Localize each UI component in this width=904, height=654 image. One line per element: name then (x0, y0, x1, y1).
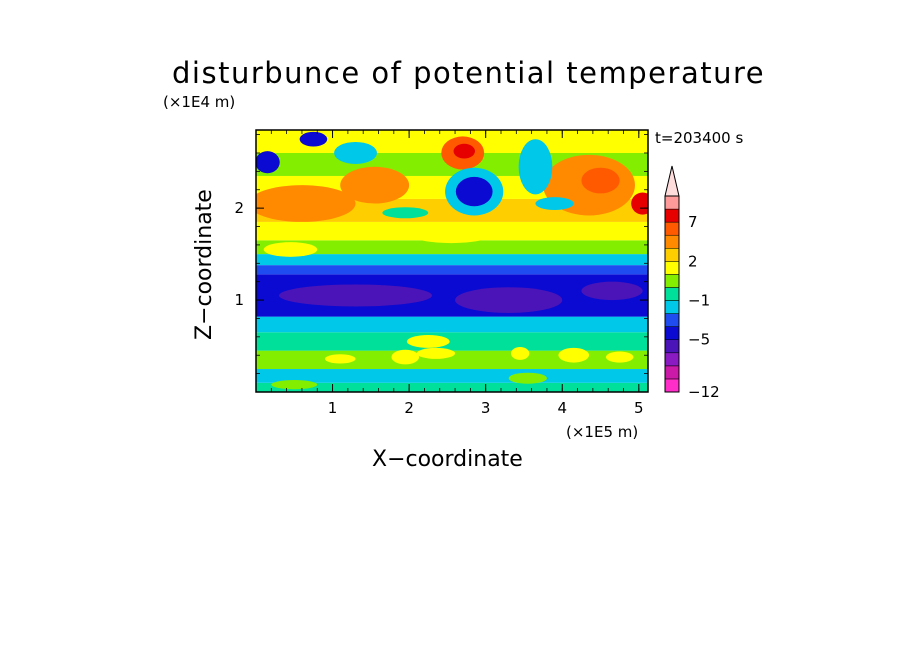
field-band-0 (256, 382, 648, 392)
chart-title: disturbunce of potential temperature (172, 56, 766, 90)
y-axis-ticks: 12 (234, 199, 648, 309)
field-feature-25 (510, 346, 530, 360)
field-feature-20 (581, 281, 643, 301)
y-tick-label: 2 (234, 199, 244, 217)
x-axis-unit: (×1E5 m) (566, 423, 639, 441)
heatmap-field (256, 130, 648, 392)
field-feature-1 (453, 143, 475, 159)
field-band-6 (256, 265, 648, 275)
field-band-7 (256, 254, 648, 266)
x-tick-label: 1 (328, 399, 338, 417)
x-tick-label: 5 (634, 399, 644, 417)
colorbar-segment-4 (664, 326, 680, 340)
colorbar-segment-9 (664, 261, 680, 275)
y-tick-label: 1 (234, 291, 244, 309)
colorbar-extend-arrow (664, 165, 680, 197)
field-feature-26 (558, 347, 590, 363)
field-feature-24 (406, 335, 450, 348)
y-axis-label: Z−coordinate (192, 189, 217, 340)
field-feature-23 (324, 354, 356, 364)
x-axis-ticks: 1 2 3 4 5 (328, 130, 644, 417)
field-feature-14 (412, 228, 490, 244)
field-feature-7 (256, 185, 356, 222)
field-feature-18 (278, 284, 433, 307)
colorbar-label: 7 (688, 213, 698, 231)
colorbar-segment-6 (664, 300, 680, 314)
field-band-2 (256, 350, 648, 370)
field-feature-12 (299, 131, 328, 147)
colorbar-segment-8 (664, 274, 680, 288)
field-feature-29 (508, 372, 547, 384)
field-feature-6 (631, 192, 648, 215)
field-feature-19 (455, 287, 563, 313)
colorbar-segment-12 (664, 221, 680, 236)
colorbar-segment-3 (664, 339, 680, 354)
field-band-4 (256, 316, 648, 333)
field-feature-5 (581, 167, 620, 194)
x-axis-label: X−coordinate (372, 447, 523, 472)
field-feature-15 (531, 222, 593, 240)
time-label: t=203400 s (655, 129, 744, 147)
field-feature-10 (334, 141, 377, 165)
colorbar (664, 165, 680, 393)
colorbar-segment-7 (664, 287, 680, 301)
field-feature-8 (340, 166, 410, 204)
x-tick-label: 2 (404, 399, 414, 417)
field-feature-17 (535, 197, 574, 210)
x-tick-label: 4 (557, 399, 567, 417)
x-tick-label: 3 (481, 399, 491, 417)
field-feature-22 (416, 347, 456, 359)
colorbar-label: −5 (688, 331, 710, 349)
colorbar-segment-0 (664, 378, 680, 393)
field-feature-28 (271, 380, 318, 390)
field-feature-11 (256, 151, 280, 174)
z-axis-unit: (×1E4 m) (163, 93, 236, 111)
field-feature-9 (518, 139, 553, 195)
field-feature-16 (382, 207, 429, 219)
plot-frame (255, 129, 649, 393)
field-feature-13 (263, 242, 318, 257)
colorbar-label: −12 (688, 383, 720, 401)
colorbar-segment-14 (664, 195, 680, 210)
colorbar-segment-5 (664, 313, 680, 327)
colorbar-segment-11 (664, 234, 680, 249)
colorbar-label: 2 (688, 252, 698, 270)
colorbar-segment-13 (664, 208, 680, 223)
field-band-1 (256, 369, 648, 383)
colorbar-segment-1 (664, 365, 680, 380)
field-feature-3 (455, 176, 493, 207)
field-feature-21 (391, 349, 420, 365)
field-band-8 (256, 240, 648, 255)
colorbar-segment-10 (664, 248, 680, 262)
colorbar-segment-2 (664, 352, 680, 367)
colorbar-frame (664, 195, 680, 393)
colorbar-label: −1 (688, 292, 710, 310)
colorbar-labels: −12−5−127 (688, 213, 720, 401)
field-band-3 (256, 332, 648, 351)
field-feature-27 (605, 351, 634, 363)
